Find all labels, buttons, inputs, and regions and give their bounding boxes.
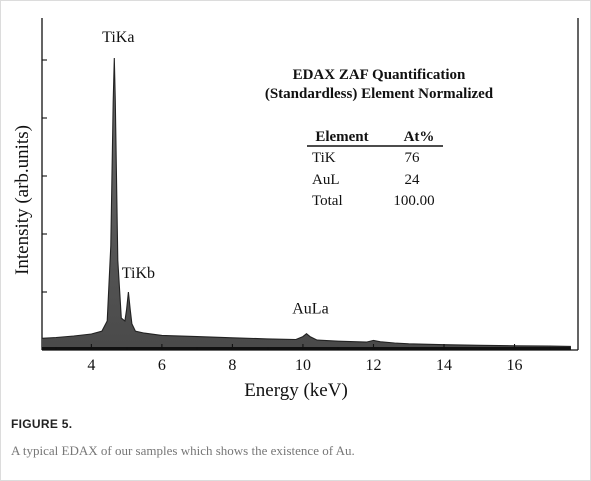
figure-label: FIGURE 5. (11, 417, 73, 431)
edax-spectrum-svg: 4 6 8 10 12 14 16 TiKa TiKb AuLa Energy (keV) In… (12, 18, 579, 401)
peak-labels: TiKa TiKb AuLa (102, 29, 329, 318)
table-cell-element: TiK (312, 150, 336, 166)
y-axis-label: Intensity (arb.units) (12, 125, 33, 275)
series-layer (41, 57, 571, 350)
peak-label: TiKb (122, 265, 155, 282)
x-tick-label: 16 (507, 357, 523, 374)
x-axis-label: Energy (keV) (244, 380, 348, 401)
table-cell-atpct: 24 (405, 172, 421, 188)
quantification-inset: EDAX ZAF Quantification (Standardless) E… (265, 67, 494, 209)
x-tick-label: 8 (228, 357, 236, 374)
peak-label: AuLa (292, 301, 328, 318)
table-cell-atpct: 100.00 (393, 193, 434, 209)
peak-label: TiKa (102, 29, 134, 46)
table-cell-element: Total (312, 193, 343, 209)
inset-title-line1: EDAX ZAF Quantification (293, 67, 466, 83)
ticks-layer: 4 6 8 10 12 14 16 (42, 59, 551, 374)
spectrum-line (41, 57, 571, 347)
table-cell-element: AuL (312, 172, 340, 188)
edax-chart: 4 6 8 10 12 14 16 TiKa TiKb AuLa Energy (keV) In… (12, 18, 579, 401)
x-tick-label: 10 (295, 357, 311, 374)
table-header-atpct: At% (404, 129, 435, 145)
table-cell-atpct: 76 (405, 150, 421, 166)
table-header-element: Element (315, 129, 368, 145)
x-tick-label: 14 (436, 357, 452, 374)
x-tick-label: 6 (158, 357, 166, 374)
x-tick-label: 4 (87, 357, 95, 374)
x-tick-label: 12 (365, 357, 381, 374)
figure-caption: A typical EDAX of our samples which show… (11, 443, 355, 458)
inset-title-line2: (Standardless) Element Normalized (265, 86, 494, 102)
